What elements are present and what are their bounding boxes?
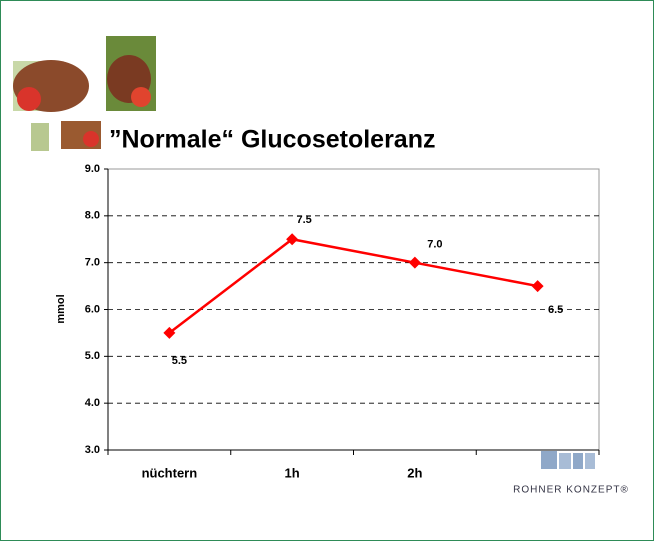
data-label: 6.5 (548, 304, 563, 316)
y-tick-label: 3.0 (85, 444, 100, 456)
x-tick-label: nüchtern (142, 465, 198, 480)
logo-text: ROHNER KONZEPT® (513, 485, 629, 496)
y-tick-label: 4.0 (85, 397, 100, 409)
x-tick-label: 1h (285, 465, 300, 480)
data-label: 7.0 (427, 239, 442, 251)
y-tick-label: 6.0 (85, 303, 100, 315)
y-tick-label: 8.0 (85, 210, 100, 222)
food-image (13, 36, 156, 151)
x-tick-label: 2h (407, 465, 422, 480)
y-tick-label: 5.0 (85, 350, 100, 362)
y-axis-label: mmol (55, 294, 67, 323)
logo: ROHNER KONZEPT® (513, 451, 629, 496)
chart-title: ”Normale“ Glucosetoleranz (109, 126, 435, 154)
marker (531, 280, 544, 293)
marker (408, 256, 421, 269)
marker (286, 233, 299, 246)
data-label: 7.5 (296, 214, 311, 226)
marker (163, 326, 176, 339)
y-tick-label: 9.0 (85, 163, 100, 175)
line (168, 237, 538, 334)
y-tick-label: 7.0 (85, 257, 100, 269)
data-label: 5.5 (172, 355, 187, 367)
